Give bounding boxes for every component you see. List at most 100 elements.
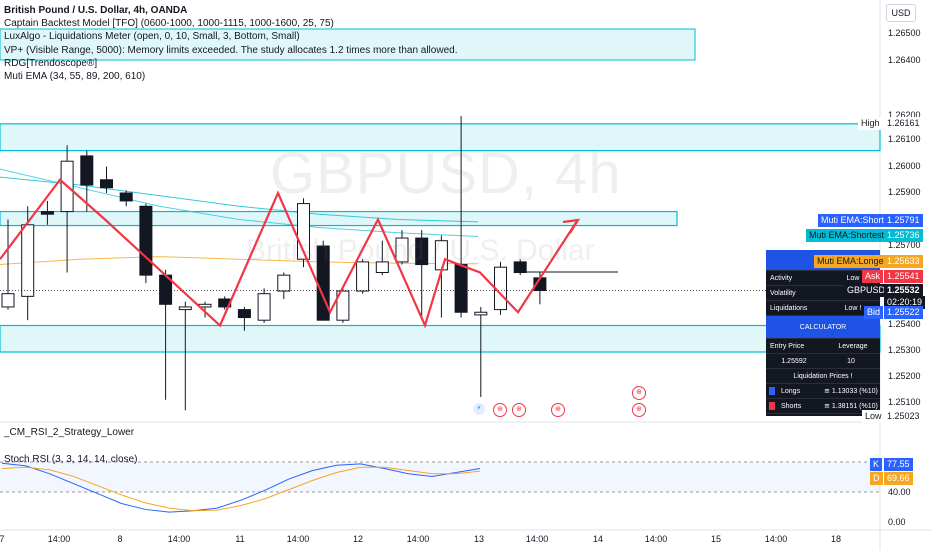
activity-label: Activity bbox=[770, 274, 793, 282]
high-tag: High bbox=[858, 117, 883, 130]
candle-body bbox=[415, 237, 429, 266]
candle-body bbox=[336, 290, 350, 321]
panel-row-activity: Activity Low bbox=[766, 271, 880, 286]
ema-longer-label: 1.25633 bbox=[884, 255, 923, 268]
shorts-color-icon bbox=[769, 402, 775, 410]
longs-row: Longs ≅ 1.13033 (%10) bbox=[766, 384, 880, 399]
liquidity-zone bbox=[0, 123, 881, 152]
last-price-label: 1.25532 bbox=[884, 284, 923, 297]
time-tick: 14:00 bbox=[286, 534, 310, 544]
pattern-line bbox=[0, 178, 579, 329]
rsi-strategy-title[interactable]: _CM_RSI_2_Strategy_Lower bbox=[4, 427, 135, 438]
stoch-tick-0: 0.00 bbox=[888, 517, 906, 527]
bar-countdown: 02:20:19 bbox=[884, 296, 926, 309]
low-price-label: 1.25023 bbox=[884, 410, 923, 423]
legend-highlight-box bbox=[0, 28, 696, 61]
candle-body bbox=[237, 309, 251, 319]
shorts-row: Shorts ≅ 1.38151 (%10) bbox=[766, 399, 880, 414]
activity-value: Low bbox=[846, 274, 860, 282]
stoch-k-value: 77.55 bbox=[884, 458, 913, 471]
liquidation-prices-title: Liquidation Prices ! bbox=[766, 369, 880, 384]
time-tick: 13 bbox=[473, 534, 485, 544]
longs-value: ≅ 1.13033 (%10) bbox=[824, 388, 878, 395]
candle-body bbox=[356, 261, 370, 292]
ema-shortest-tag: Muti EMA:Shortest bbox=[806, 229, 888, 242]
entry-price-value: 1.25592 bbox=[781, 357, 807, 365]
economic-event-icon[interactable]: ⊕ bbox=[493, 403, 507, 417]
bid-price-label: 1.25522 bbox=[884, 306, 923, 319]
candle-body bbox=[178, 306, 192, 311]
candle-body bbox=[454, 264, 468, 313]
candle-body bbox=[257, 293, 271, 321]
time-tick: 15 bbox=[710, 534, 722, 544]
time-tick: 18 bbox=[830, 534, 842, 544]
longs-label: Longs bbox=[781, 387, 801, 395]
price-tick: 1.26200 bbox=[888, 110, 921, 120]
candle-body bbox=[139, 205, 153, 276]
projection-arrow-icon bbox=[562, 218, 581, 234]
liquidations-label: Liquidations bbox=[770, 304, 808, 312]
description-watermark: British Pound / U.S. Dollar bbox=[246, 234, 595, 267]
stoch-k-tag: K bbox=[870, 458, 883, 471]
stoch-k-line bbox=[1, 462, 481, 513]
candle-body bbox=[21, 224, 35, 297]
ema-line bbox=[0, 168, 479, 237]
stoch-band bbox=[0, 462, 880, 492]
time-tick: 14:00 bbox=[644, 534, 668, 544]
legend-indicator-1[interactable]: Captain Backtest Model [TFO] (0600-1000,… bbox=[4, 18, 334, 30]
legend-indicator-4[interactable]: RDG[Trendoscope®] bbox=[4, 57, 98, 69]
bid-tag: Bid bbox=[864, 306, 884, 319]
calculator-header-row: Entry Price Leverage bbox=[766, 339, 880, 354]
stoch-d-line bbox=[1, 466, 481, 512]
entry-price-header: Entry Price bbox=[770, 342, 805, 350]
ema-longer-tag: Muti EMA:Longer bbox=[814, 255, 890, 268]
ask-price-label: 1.25541 bbox=[884, 270, 923, 283]
leverage-header: Leverage bbox=[838, 342, 868, 350]
panel-row-liquidations: Liquidations Low ! bbox=[766, 301, 880, 316]
stoch-rsi-title[interactable]: Stoch RSI (3, 3, 14, 14, close) bbox=[4, 454, 138, 465]
time-tick: 7 bbox=[0, 534, 5, 544]
time-tick: 14:00 bbox=[764, 534, 788, 544]
candle-body bbox=[474, 311, 488, 316]
legend-indicator-5[interactable]: Muti EMA (34, 55, 89, 200, 610) bbox=[4, 71, 146, 83]
stoch-tick-40: 40.00 bbox=[888, 487, 911, 497]
time-tick: 14 bbox=[592, 534, 604, 544]
price-tick: 1.26400 bbox=[888, 55, 921, 65]
dividend-event-icon[interactable]: ⚡ bbox=[473, 403, 485, 415]
shorts-value: ≅ 1.38151 (%10) bbox=[824, 403, 878, 410]
leverage-value: 10 bbox=[847, 357, 855, 365]
price-tick: 1.25300 bbox=[888, 345, 921, 355]
candle-body bbox=[119, 192, 133, 202]
candle-body bbox=[100, 179, 113, 189]
volatility-label: Volatility bbox=[770, 289, 796, 297]
economic-event-icon[interactable]: ⊕ bbox=[632, 403, 646, 417]
candle-body bbox=[375, 261, 389, 273]
candle-body bbox=[80, 155, 94, 186]
legend-title[interactable]: British Pound / U.S. Dollar, 4h, OANDA bbox=[4, 5, 188, 16]
time-tick: 14:00 bbox=[525, 534, 549, 544]
ema-shortest-label: 1.25736 bbox=[884, 229, 923, 242]
symbol-watermark: GBPUSD, 4h bbox=[270, 141, 622, 206]
economic-event-icon[interactable]: ⊕ bbox=[551, 403, 565, 417]
currency-button[interactable]: USD bbox=[886, 4, 916, 22]
price-tick: 1.25200 bbox=[888, 371, 921, 381]
time-tick: 8 bbox=[117, 534, 123, 544]
high-price-label: 1.26161 bbox=[884, 117, 923, 130]
economic-event-icon[interactable]: ⊕ bbox=[632, 386, 646, 400]
price-tick: 1.26000 bbox=[888, 161, 921, 171]
price-tick: 1.25900 bbox=[888, 187, 921, 197]
economic-event-icon[interactable]: ⊕ bbox=[512, 403, 526, 417]
time-tick: 11 bbox=[235, 534, 245, 544]
time-tick: 14:00 bbox=[167, 534, 191, 544]
price-tick: 1.25700 bbox=[888, 240, 921, 250]
calculator-values-row: 1.25592 10 bbox=[766, 354, 880, 369]
legend-indicator-3[interactable]: VP+ (Visible Range, 5000): Memory limits… bbox=[4, 44, 458, 56]
low-tag: Low bbox=[862, 410, 885, 423]
price-tick: 1.26500 bbox=[888, 28, 921, 38]
time-tick: 12 bbox=[352, 534, 364, 544]
candle-body bbox=[277, 274, 291, 292]
chart-legend: British Pound / U.S. Dollar, 4h, OANDA C… bbox=[4, 4, 457, 83]
candle-body bbox=[1, 293, 15, 308]
legend-indicator-2[interactable]: LuxAlgo - Liquidations Meter (open, 0, 1… bbox=[4, 31, 300, 43]
